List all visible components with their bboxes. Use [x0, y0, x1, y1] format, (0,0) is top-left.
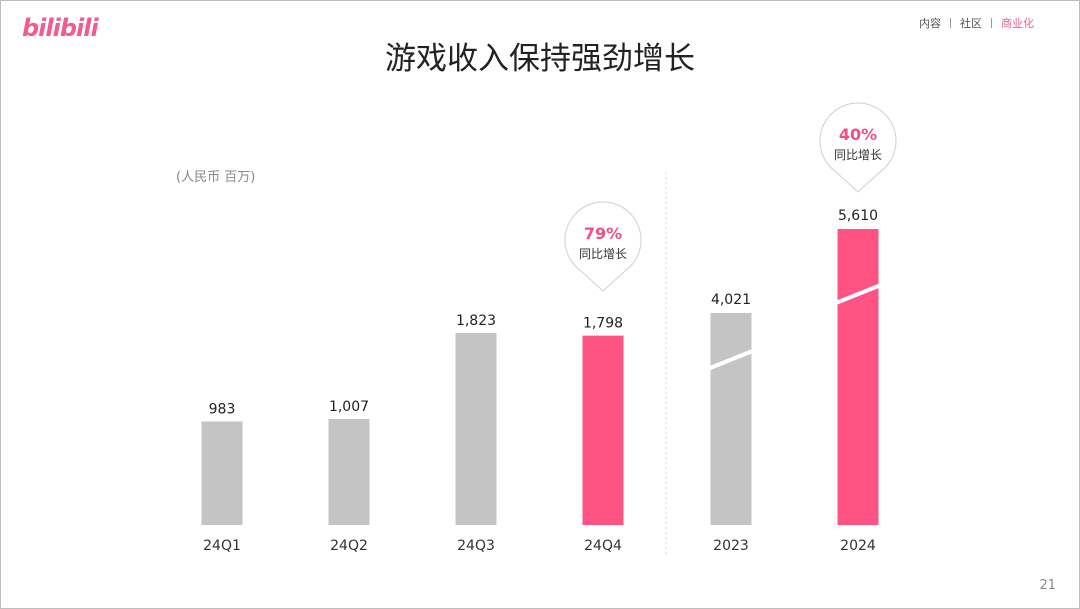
value-label-24q4: 1,798 — [583, 316, 623, 332]
bar-24q1 — [201, 421, 243, 525]
unit-label: (人民币 百万) — [176, 170, 256, 185]
q4-callout-percent: 79% — [584, 224, 622, 243]
axis-break-2023 — [707, 348, 755, 371]
tick-label-2023: 2023 — [713, 538, 749, 554]
y2024-callout-text: 同比增长 — [834, 148, 882, 162]
value-label-2024: 5,610 — [838, 208, 878, 224]
bar-2023 — [710, 313, 752, 525]
q4-callout-bubble — [564, 201, 642, 292]
axis-break-2024 — [834, 283, 882, 305]
tick-label-24q3: 24Q3 — [457, 538, 495, 554]
bar-24q4 — [582, 335, 624, 525]
tick-label-24q4: 24Q4 — [584, 538, 622, 554]
y2024-callout-percent: 40% — [839, 125, 877, 144]
tick-label-24q2: 24Q2 — [330, 538, 368, 554]
tick-label-2024: 2024 — [840, 538, 876, 554]
value-label-24q2: 1,007 — [329, 399, 369, 415]
page-number: 21 — [1039, 578, 1056, 593]
nav-divider — [950, 18, 951, 28]
nav-item-content[interactable]: 内容 — [919, 17, 941, 30]
value-label-24q1: 983 — [209, 401, 236, 417]
bilibili-logo: bilibili — [22, 14, 99, 42]
nav-item-community[interactable]: 社区 — [960, 17, 982, 30]
nav-divider — [991, 18, 992, 28]
bar-24q3 — [455, 333, 497, 525]
value-label-2023: 4,021 — [711, 292, 751, 308]
page-title: 游戏收入保持强劲增长 — [385, 41, 695, 77]
top-nav: 内容 社区 商业化 — [919, 15, 1034, 31]
tick-label-24q1: 24Q1 — [203, 538, 241, 554]
nav-item-commercial[interactable]: 商业化 — [1001, 17, 1034, 30]
q4-callout-text: 同比增长 — [579, 247, 627, 261]
value-label-24q3: 1,823 — [456, 313, 496, 329]
bar-24q2 — [328, 418, 370, 525]
y2024-callout-bubble — [819, 102, 897, 193]
bar-2024 — [837, 229, 879, 525]
